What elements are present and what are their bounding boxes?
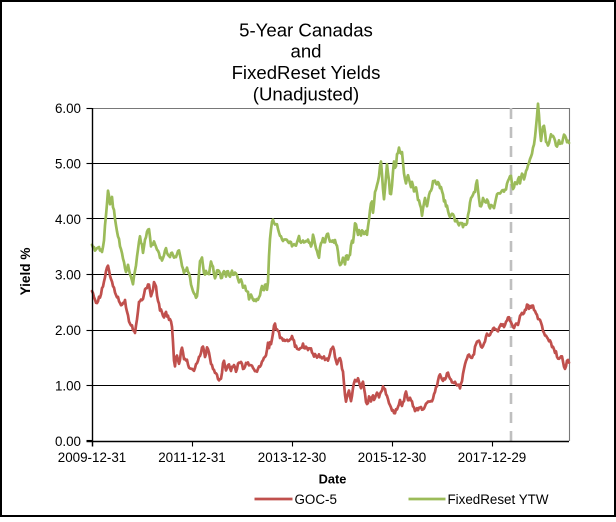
svg-text:FixedReset Yields: FixedReset Yields — [232, 62, 381, 83]
svg-text:Yield %: Yield % — [18, 248, 33, 296]
svg-text:GOC-5: GOC-5 — [295, 492, 337, 507]
svg-text:and: and — [290, 41, 321, 62]
svg-text:2009-12-31: 2009-12-31 — [58, 450, 127, 465]
svg-text:5.00: 5.00 — [55, 156, 81, 171]
svg-text:0.00: 0.00 — [55, 434, 81, 449]
svg-text:FixedReset YTW: FixedReset YTW — [448, 492, 549, 507]
svg-text:6.00: 6.00 — [55, 101, 81, 116]
svg-text:2013-12-30: 2013-12-30 — [258, 450, 327, 465]
svg-text:4.00: 4.00 — [55, 212, 81, 227]
svg-text:2011-12-31: 2011-12-31 — [158, 450, 226, 465]
svg-text:(Unadjusted): (Unadjusted) — [253, 83, 359, 104]
svg-text:5-Year Canadas: 5-Year Canadas — [239, 19, 373, 40]
svg-text:1.00: 1.00 — [55, 378, 81, 393]
svg-text:3.00: 3.00 — [55, 267, 81, 282]
svg-text:2015-12-30: 2015-12-30 — [358, 450, 427, 465]
svg-text:2017-12-29: 2017-12-29 — [458, 450, 527, 465]
svg-text:Date: Date — [319, 472, 347, 487]
svg-text:2.00: 2.00 — [55, 323, 81, 338]
